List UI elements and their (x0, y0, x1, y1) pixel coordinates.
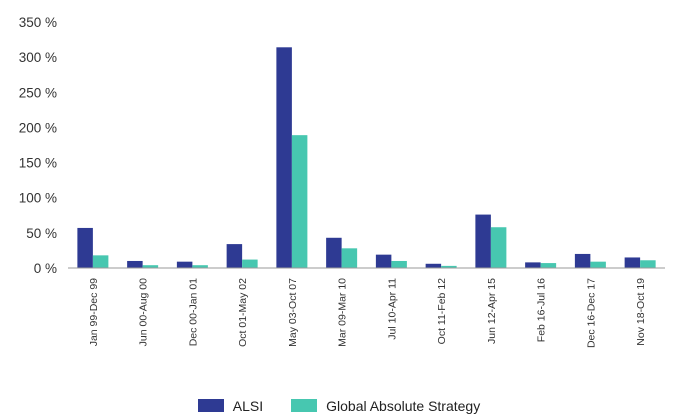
bar-global-absolute-strategy (391, 260, 407, 268)
x-tick-label: Jan 99-Dec 99 (88, 278, 100, 346)
x-tick-label: Oct 01-May 02 (237, 278, 249, 347)
x-tick-label: Jun 00-Aug 00 (138, 278, 150, 346)
y-tick-label: 50 % (26, 226, 57, 241)
bar-alsi (574, 253, 591, 268)
bar-alsi (176, 261, 193, 268)
bar-alsi (276, 47, 292, 268)
legend-label-alsi: ALSI (232, 397, 264, 414)
y-axis: 0 % 50 % 100 % 150 % 200 % 250 % 300 % 350 % (19, 15, 57, 276)
x-tick-label: Jul 10-Apr 11 (386, 278, 398, 340)
x-tick-label: Mar 09-Mar 10 (337, 278, 349, 347)
y-tick-label: 150 % (19, 156, 57, 171)
bar-chart: 0 % 50 % 100 % 150 % 200 % 250 % 300 % 350 % Ja… (19, 15, 665, 348)
bar-global-absolute-strategy (142, 265, 159, 268)
legend-label-global-absolute-strategy: Global Absolute Strategy (326, 397, 481, 414)
bar-global-absolute-strategy (341, 248, 358, 268)
bar-alsi (326, 237, 342, 268)
x-tick-label: Dec 00-Jan 01 (187, 278, 199, 346)
bar-alsi (624, 257, 641, 268)
bar-alsi (226, 244, 243, 268)
legend-swatch-global-absolute-strategy (291, 399, 318, 412)
x-tick-label: Dec 16-Dec 17 (585, 278, 597, 348)
bar-global-absolute-strategy (540, 263, 557, 268)
bar-global-absolute-strategy (490, 227, 507, 268)
y-tick-label: 200 % (19, 120, 57, 135)
bar-global-absolute-strategy (242, 259, 258, 268)
y-tick-label: 350 % (19, 15, 57, 30)
bar-alsi (77, 227, 93, 268)
bar-alsi (475, 214, 491, 268)
x-tick-label: May 03-Oct 07 (287, 278, 299, 347)
bar-global-absolute-strategy (291, 135, 308, 268)
y-tick-label: 300 % (19, 50, 57, 65)
bars (77, 47, 656, 268)
x-tick-label: Oct 11-Feb 12 (436, 278, 448, 344)
bar-global-absolute-strategy (590, 261, 606, 268)
legend-swatch-alsi (197, 399, 224, 412)
bar-global-absolute-strategy (92, 255, 109, 268)
bar-global-absolute-strategy (192, 265, 208, 268)
bar-alsi (425, 263, 442, 268)
y-tick-label: 100 % (19, 191, 57, 206)
x-tick-label: Jun 12-Apr 15 (486, 278, 498, 344)
bar-global-absolute-strategy (441, 265, 457, 268)
legend-item-global-absolute-strategy: Global Absolute Strategy (291, 398, 480, 414)
x-tick-label: Feb 16-Jul 16 (536, 278, 548, 342)
x-axis: Jan 99-Dec 99 Jun 00-Aug 00 Dec 00-Jan 01 O… (88, 278, 647, 348)
bar-alsi (127, 260, 143, 268)
legend: ALSI Global Absolute Strategy (0, 396, 678, 415)
bar-alsi (375, 254, 392, 268)
y-tick-label: 250 % (19, 85, 57, 100)
legend-item-alsi: ALSI (197, 397, 264, 414)
bar-global-absolute-strategy (640, 260, 656, 268)
x-tick-label: Nov 18-Oct 19 (635, 278, 647, 346)
bar-alsi (525, 262, 541, 268)
y-tick-label: 0 % (34, 261, 57, 276)
